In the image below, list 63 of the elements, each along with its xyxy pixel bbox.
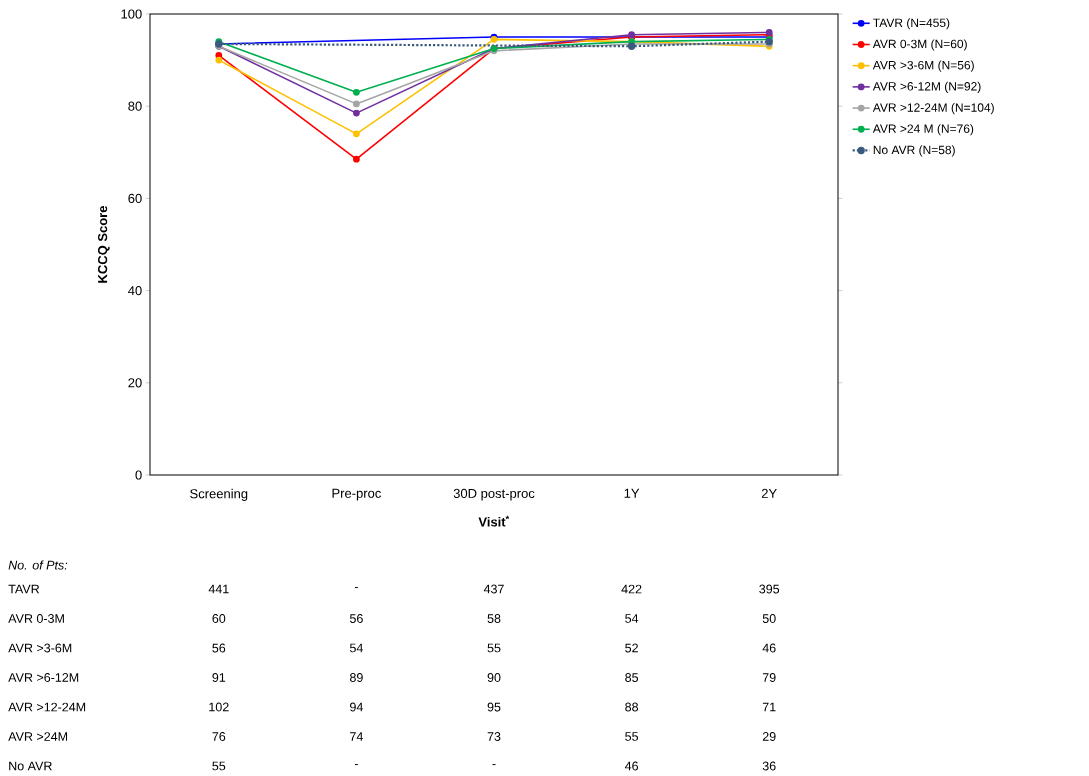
x-tick-label: Screening <box>190 488 248 501</box>
y-tick-label: 100 <box>121 9 142 19</box>
text: 422 <box>621 584 642 594</box>
text: 46 <box>762 643 776 653</box>
text: 91 <box>212 673 226 682</box>
text: 74 <box>350 732 363 741</box>
text: AVR >12-24M <box>8 702 86 712</box>
legend-label: AVR >6-12M (N=92) <box>872 81 981 93</box>
text: 56 <box>349 614 363 623</box>
legend-label: No AVR (N=58) <box>873 145 955 157</box>
text: 54 <box>349 643 363 653</box>
text: 95 <box>487 702 501 712</box>
text: 60 <box>212 614 226 623</box>
text: 55 <box>487 643 501 653</box>
text: 88 <box>625 702 639 712</box>
text: AVR >6-12M <box>8 673 79 682</box>
x-tick-label: 30D post-proc <box>453 488 535 501</box>
text: 29 <box>762 732 776 741</box>
text: 46 <box>624 761 639 771</box>
text: No AVR <box>9 761 52 771</box>
text: 71 <box>762 702 776 712</box>
text: 90 <box>487 673 501 682</box>
text: 79 <box>762 673 776 682</box>
text: AVR 0-3M <box>8 614 64 623</box>
y-tick-label: 60 <box>128 193 142 203</box>
text: 395 <box>759 584 780 594</box>
text: - <box>354 764 358 766</box>
text: 94 <box>350 702 363 712</box>
text: 55 <box>212 761 226 771</box>
y-axis-title: KCCQ Score <box>98 205 110 283</box>
text: 76 <box>212 732 226 741</box>
text: TAVR <box>8 584 40 594</box>
text: 102 <box>209 702 229 712</box>
text: 55 <box>625 732 639 741</box>
x-tick-label: Pre-proc <box>332 488 381 501</box>
text: 441 <box>208 584 229 594</box>
y-tick-label: 0 <box>135 470 142 480</box>
text: 50 <box>762 614 776 623</box>
text: 52 <box>625 643 638 653</box>
text: 89 <box>350 673 363 682</box>
legend-label: AVR 0-3M (N=60) <box>872 39 967 51</box>
text: - <box>354 587 358 589</box>
x-tick-label: 2Y <box>761 488 777 498</box>
text: No. of Pts: <box>8 560 68 570</box>
legend-label: AVR >12-24M (N=104) <box>872 102 994 115</box>
text: - <box>492 764 496 766</box>
text: 36 <box>762 761 776 771</box>
text: AVR >3-6M <box>8 643 72 653</box>
legend-label: AVR >3-6M (N=56) <box>872 60 974 72</box>
x-tick-label: 1Y <box>624 488 640 498</box>
text: 54 <box>625 614 639 623</box>
text: 56 <box>212 643 226 653</box>
text: AVR >24M <box>8 732 68 741</box>
legend-label: AVR >24 M (N=76) <box>872 124 974 136</box>
text: 85 <box>625 673 639 682</box>
y-tick-label: 80 <box>128 101 142 111</box>
text: 73 <box>487 732 501 741</box>
y-tick-label: 20 <box>128 378 142 388</box>
text: 437 <box>483 584 504 594</box>
text: 58 <box>487 614 501 623</box>
x-axis-title: Visit$^{*}$ <box>478 515 510 527</box>
y-tick-label: 40 <box>128 285 142 296</box>
legend-label: TAVR (N=455) <box>873 18 950 30</box>
